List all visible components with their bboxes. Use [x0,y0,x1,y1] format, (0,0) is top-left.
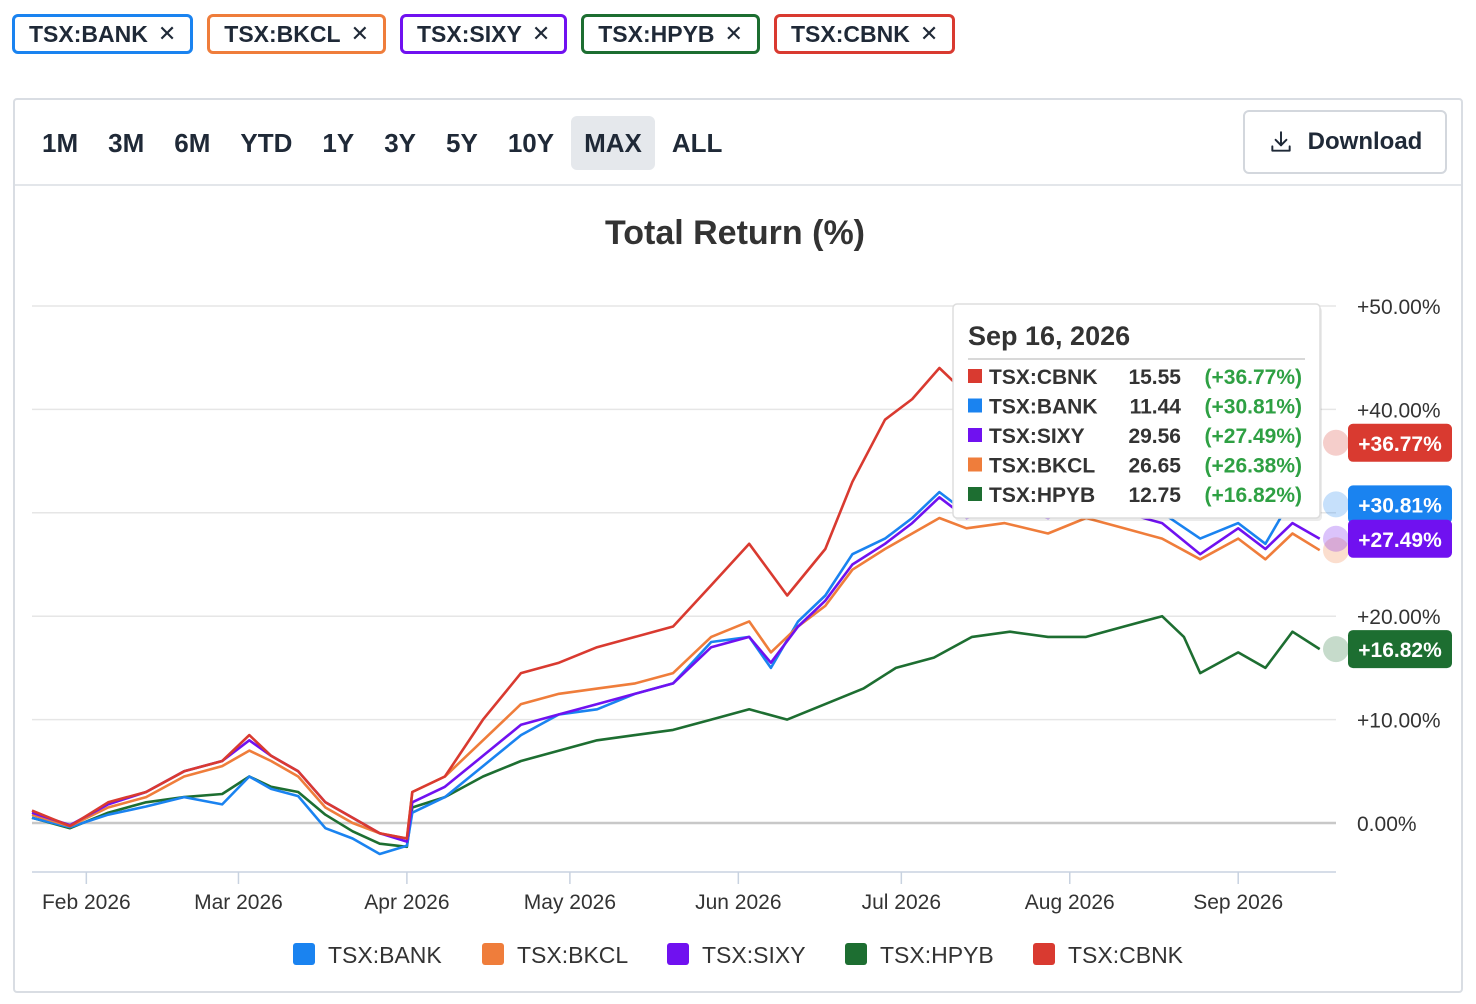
range-button-1y[interactable]: 1Y [322,127,355,158]
tooltip-series-name: TSX:HPYB [989,484,1095,507]
tooltip-change: (+27.49%) [1205,425,1302,448]
x-tick-label: May 2026 [524,891,616,914]
series-end-marker [1323,491,1349,518]
range-button-1m[interactable]: 1M [42,127,79,158]
tooltip-change: (+36.77%) [1205,366,1302,389]
tooltip-price: 26.65 [1128,455,1181,478]
end-label-badge [1348,519,1452,558]
chart-title: Total Return (%) [605,214,865,252]
series-end-marker [1323,429,1349,456]
tooltip-swatch [968,398,982,413]
close-icon[interactable]: ✕ [724,21,743,46]
tooltip-date: Sep 16, 2026 [968,321,1130,351]
range-button-6m[interactable]: 6M [174,127,211,158]
download-icon [1271,131,1291,152]
series-end-marker [1323,537,1349,564]
x-tick-label: Jul 2026 [862,891,941,914]
range-button-ytd[interactable]: YTD [240,127,293,158]
tooltip-series-name: TSX:BANK [989,396,1098,419]
series-line-bkcl [31,516,1321,840]
tooltip-price: 12.75 [1128,484,1181,507]
ticker-chip: TSX:HPYB ✕ [581,14,760,54]
close-icon[interactable]: ✕ [157,21,177,46]
series-line-hpyb [31,614,1321,849]
x-tick-label: Apr 2026 [364,891,449,914]
ticker-chip-label: TSX:SIXY [417,20,522,47]
tooltip-series-name: TSX:CBNK [989,366,1098,389]
y-tick-label: 0.00% [1357,813,1417,836]
series-line-bank [31,490,1321,856]
chart-panel: 1M 3M 6M YTD 1Y 3Y 5Y 10Y MAX ALL Download [13,98,1463,993]
close-icon[interactable]: ✕ [919,21,939,46]
tooltip-series-name: TSX:SIXY [989,425,1085,448]
end-label-badge [1348,485,1452,524]
legend-swatch[interactable] [293,943,315,965]
tooltip-swatch [968,369,982,383]
legend-swatch[interactable] [667,943,689,965]
end-label-value: +27.49% [1358,529,1442,552]
tooltip-swatch [968,428,982,442]
series-end-marker [1323,636,1349,663]
end-label-value: +16.82% [1358,639,1442,662]
tooltip-price: 29.56 [1128,425,1181,448]
tooltip-price: 11.44 [1130,396,1182,419]
tooltip-change: (+16.82%) [1205,484,1302,507]
y-tick-label: +10.00% [1357,710,1441,733]
download-label: Download [1307,128,1423,155]
end-label-badge [1348,630,1452,669]
legend-item-label: TSX:SIXY [702,942,806,968]
ticker-chip: TSX:BKCL ✕ [207,14,386,54]
range-button-5y[interactable]: 5Y [446,127,478,158]
x-tick-label: Sep 2026 [1193,891,1283,914]
x-tick-label: Aug 2026 [1025,891,1115,914]
ticker-chip: TSX:CBNK ✕ [773,14,956,54]
range-toolbar: 1M 3M 6M YTD 1Y 3Y 5Y 10Y MAX ALL Download [15,100,1461,186]
legend-swatch[interactable] [845,943,867,965]
range-button-all[interactable]: ALL [671,127,723,158]
y-tick-label: +20.00% [1357,606,1441,629]
legend-swatch[interactable] [482,943,504,965]
tooltip-series-name: TSX:BKCL [989,455,1095,478]
tooltip-change: (+30.81%) [1205,396,1302,419]
ticker-chip-label: TSX:CBNK [790,20,910,47]
close-icon[interactable]: ✕ [531,21,551,46]
ticker-chips: TSX:BANK ✕ TSX:BKCL ✕ TSX:SIXY ✕ TSX:HPYB ✕ TSX:… [12,14,956,54]
legend-swatch[interactable] [1033,943,1055,965]
legend-item-label: TSX:HPYB [880,942,994,968]
x-tick-label: Jun 2026 [695,891,781,914]
series-end-marker [1323,525,1349,552]
ticker-chip-label: TSX:HPYB [598,20,715,47]
range-button-10y[interactable]: 10Y [507,127,555,158]
tooltip-change: (+26.38%) [1205,455,1302,478]
tooltip-swatch [968,457,982,472]
range-button-max[interactable]: MAX [571,116,655,170]
tooltip-box [952,303,1321,519]
end-label-value: +36.77% [1358,433,1442,456]
close-icon[interactable]: ✕ [350,21,369,46]
tooltip-price: 15.55 [1128,366,1181,389]
range-selector: 1M 3M 6M YTD 1Y 3Y 5Y 10Y MAX ALL [29,116,735,170]
range-button-3m[interactable]: 3M [108,127,145,158]
end-label-value: +30.81% [1358,494,1442,517]
ticker-chip-label: TSX:BKCL [224,20,341,47]
ticker-chip-label: TSX:BANK [29,20,148,47]
legend-item-label: TSX:BKCL [517,942,628,968]
legend-item-label: TSX:CBNK [1068,942,1184,968]
end-label-badge [1348,423,1452,462]
y-tick-label: +50.00% [1357,296,1441,319]
ticker-chip: TSX:BANK ✕ [12,14,194,54]
tooltip-swatch [968,487,982,501]
legend-item-label: TSX:BANK [328,942,442,968]
y-tick-label: +40.00% [1357,399,1441,422]
download-button[interactable]: Download [1243,110,1447,174]
x-tick-label: Feb 2026 [42,891,131,914]
x-tick-label: Mar 2026 [194,891,283,914]
ticker-chip: TSX:SIXY ✕ [400,14,568,54]
range-button-3y[interactable]: 3Y [384,127,416,158]
